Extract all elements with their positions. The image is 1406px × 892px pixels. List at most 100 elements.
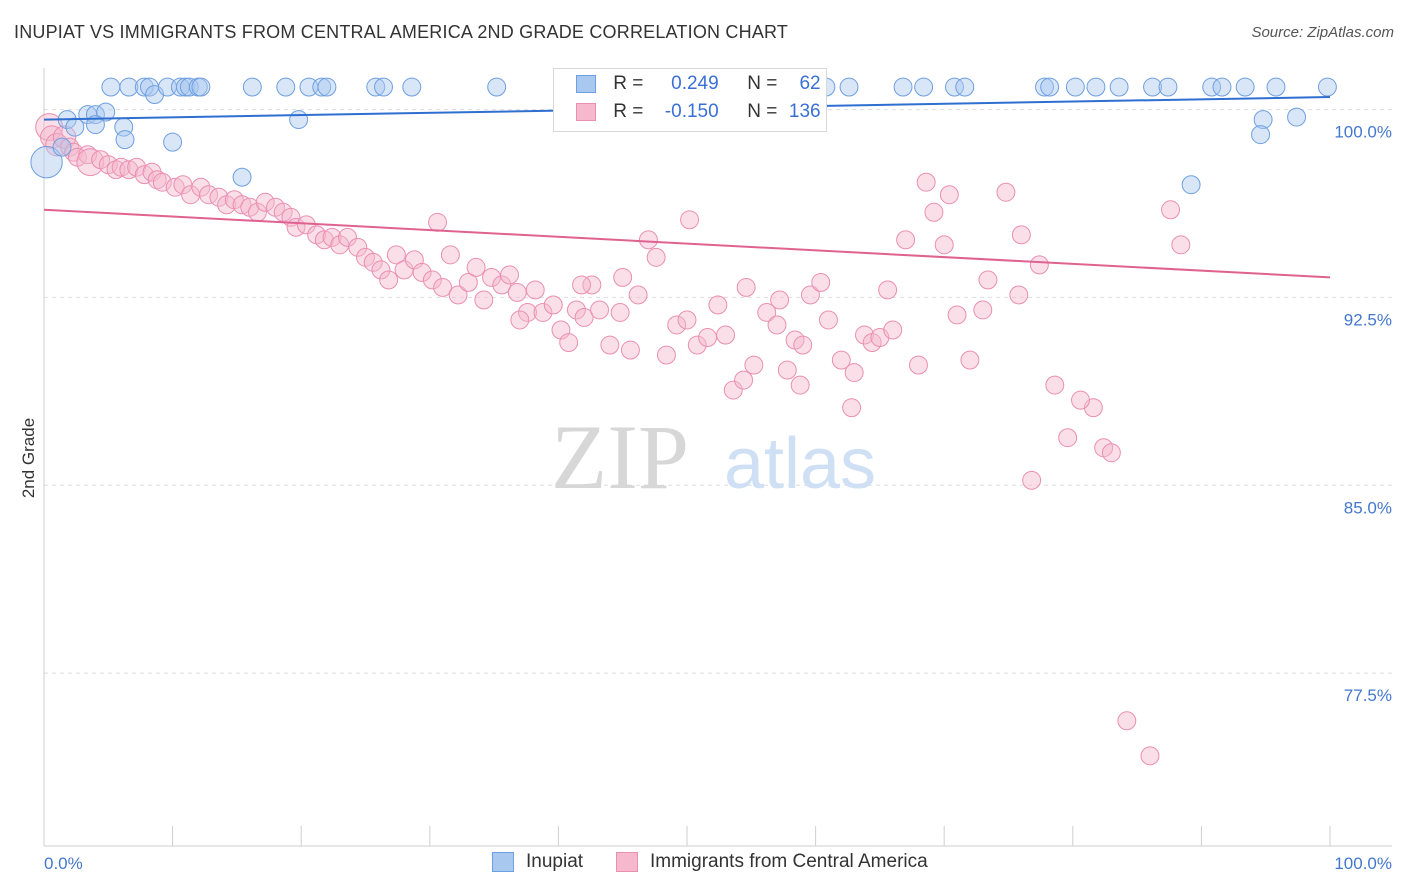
inupiat-point [1253,110,1273,130]
x-tick-label-min: 0.0% [44,854,83,873]
immigrants-point [492,275,512,295]
chart-title: INUPIAT VS IMMIGRANTS FROM CENTRAL AMERI… [14,22,789,42]
inupiat-point [1202,77,1222,97]
legend-swatch-immigrants [576,102,596,121]
immigrants-point [723,380,743,400]
inupiat-point [839,77,859,97]
legend-r-value: -0.150 [664,101,719,122]
bottom-legend-inupiat: Inupiat [492,851,583,873]
immigrants-point [147,170,167,190]
immigrants-point [510,310,530,330]
immigrants-point [811,272,831,292]
immigrants-point [767,315,787,335]
immigrants-point [433,277,453,297]
immigrants-point [947,305,967,325]
immigrants-point [507,282,527,302]
inupiat-point [1287,107,1307,127]
y-axis-label: 2nd Grade [19,418,38,498]
immigrants-point [1171,235,1191,255]
legend-swatch-inupiat [576,74,596,93]
immigrants-point [572,275,592,295]
correlation-legend: R = 0.249 N = 62 R = -0.150 N = 136 [553,68,827,132]
immigrants-point [677,310,697,330]
immigrants-point [379,270,399,290]
immigrants-point [1117,711,1137,731]
bottom-legend-immigrants: Immigrants from Central America [616,851,928,873]
immigrants-point [716,325,736,345]
inupiat-point [242,77,262,97]
immigrants-point [191,177,211,197]
immigrants-point [412,262,432,282]
inupiat-point [312,77,332,97]
immigrants-point [543,295,563,315]
inupiat-point [487,77,507,97]
immigrants-point [831,350,851,370]
immigrants-point [790,375,810,395]
inupiat-point [1212,77,1232,97]
immigrants-point [428,212,447,232]
immigrants-point [698,328,718,347]
immigrants-point [363,252,383,272]
immigrants-point [960,350,980,370]
inupiat-point [1086,77,1106,97]
immigrants-point [1140,746,1160,766]
inupiat-point [402,77,422,97]
immigrants-point [708,295,728,315]
immigrants-point [1071,390,1090,410]
immigrants-point [1029,255,1049,275]
immigrants-point [152,172,172,192]
inupiat-point [1317,77,1337,97]
immigrants-point [1101,443,1121,463]
immigrants-point [883,320,903,340]
immigrants-point [566,300,586,320]
immigrants-point [613,267,633,287]
y-tick-label: 92.5% [1344,310,1392,329]
inupiat-point [893,77,913,97]
watermark: ZIP atlas [551,406,876,508]
immigrants-point [978,270,998,290]
inupiat-point [955,77,975,97]
immigrants-point [793,335,813,355]
immigrants-point [1161,200,1180,220]
immigrants-point [518,303,537,322]
bottom-legend-swatch-immigrants [616,851,638,872]
immigrants-point [1045,375,1065,395]
legend-n-value: 136 [788,101,821,122]
inupiat-point [374,77,393,97]
immigrants-point [255,192,275,212]
immigrants-point [646,247,666,267]
immigrants-point [973,300,993,320]
source-label: Source: ZipAtlas.com [1251,24,1394,41]
inupiat-point [1109,77,1129,97]
inupiat-point [115,130,135,150]
inupiat-point [1143,77,1162,97]
inupiat-point [191,77,211,97]
immigrants-point [119,160,139,180]
immigrants-point [386,245,406,265]
immigrants-point [525,280,545,300]
immigrants-point [348,237,368,257]
immigrants-point [916,172,936,192]
immigrants-point [924,202,944,222]
immigrants-point [440,245,460,265]
inupiat-point [945,77,964,97]
immigrants-point [736,277,756,297]
inupiat-point [134,77,154,97]
legend-n-label: N = [747,73,778,94]
immigrants-point [770,290,790,310]
inupiat-point [1035,77,1054,97]
immigrants-point [842,398,862,418]
inupiat-point [176,77,195,97]
immigrants-point [338,227,357,247]
inupiat-point [366,77,386,97]
immigrants-point [896,230,916,250]
immigrants-point [1011,225,1031,245]
watermark-zip: ZIP [551,406,689,508]
immigrants-point [422,270,442,290]
immigrants-point [878,280,898,300]
y-tick-label: 100.0% [1334,123,1392,142]
inupiat-point [101,77,121,97]
bottom-legend-swatch-inupiat [492,851,514,872]
immigrants-point [909,355,928,375]
immigrants-point [500,265,519,285]
